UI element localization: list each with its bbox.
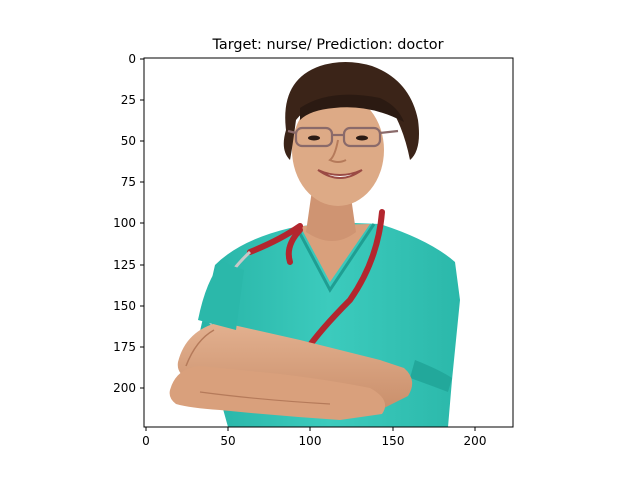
x-tick-label: 0: [142, 434, 150, 448]
y-tick-label: 200: [113, 381, 136, 395]
y-tick-label: 100: [113, 216, 136, 230]
y-tick-label: 150: [113, 299, 136, 313]
x-tick-label: 100: [299, 434, 322, 448]
y-tick-label: 25: [121, 93, 136, 107]
x-tick-label: 50: [220, 434, 235, 448]
y-tick-label: 50: [121, 134, 136, 148]
nurse-photo: [144, 58, 513, 427]
figure-title: Target: nurse/ Prediction: doctor: [212, 37, 444, 53]
y-tick-label: 75: [121, 175, 136, 189]
y-axis: 0 25 50 75 100 125 150 175 200: [113, 52, 144, 395]
x-axis: 0 50 100 150 200: [142, 427, 486, 448]
x-tick-label: 200: [464, 434, 487, 448]
x-tick-label: 150: [382, 434, 405, 448]
y-tick-label: 0: [128, 52, 136, 66]
y-tick-label: 125: [113, 258, 136, 272]
y-tick-label: 175: [113, 340, 136, 354]
axes-frame: [143, 57, 514, 428]
